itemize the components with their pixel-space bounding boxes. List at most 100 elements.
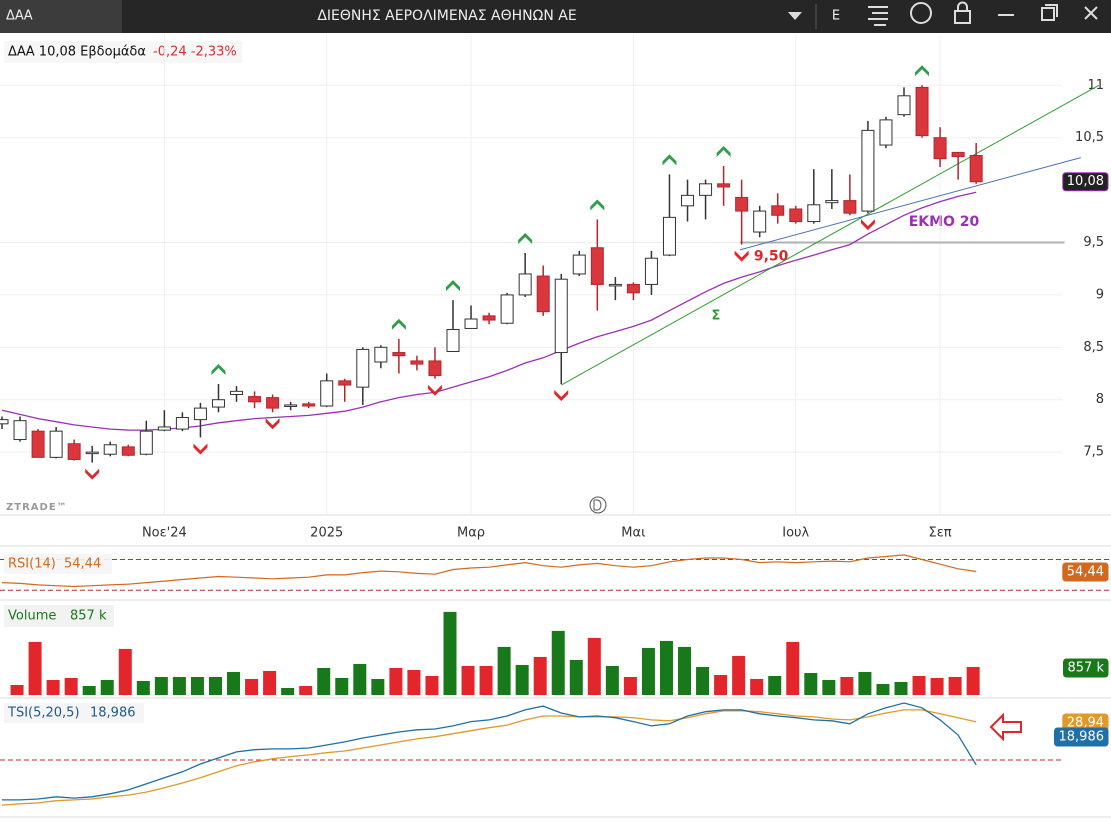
- sell-signal: [85, 468, 100, 480]
- close-icon[interactable]: [1084, 6, 1098, 20]
- rsi-value-box: [1062, 562, 1109, 582]
- dividend-glyph: [593, 499, 602, 511]
- y-tick-label: 9: [1096, 287, 1104, 302]
- volume-value-box-text: 857 k: [1068, 661, 1105, 676]
- volume-bar: [479, 665, 493, 695]
- volume-bar: [858, 671, 872, 695]
- title-bar: [0, 0, 1111, 33]
- buy-signal: [518, 232, 533, 244]
- candle-body: [446, 328, 460, 353]
- volume-bar: [605, 665, 619, 695]
- tsi-value-box: [1054, 727, 1109, 747]
- sell-signal: [734, 250, 749, 262]
- sell-signal: [193, 443, 208, 455]
- buy-signal: [716, 146, 731, 158]
- tab[interactable]: [0, 0, 122, 33]
- volume-bar: [497, 646, 511, 695]
- window-title: ΔΙΕΘΝΗΣ ΑΕΡΟΛΙΜΕΝΑΣ ΑΘΗΝΩΝ ΑΕ: [317, 8, 576, 24]
- volume-bar: [46, 679, 60, 695]
- tsi-value-box-text: 18,986: [1059, 730, 1105, 745]
- candle-body: [735, 196, 749, 212]
- indicator-header: [4, 605, 114, 627]
- dropdown-icon[interactable]: [788, 12, 802, 20]
- volume-bar: [208, 676, 222, 695]
- trendline: [739, 157, 1081, 251]
- volume-bar: [894, 681, 908, 695]
- candle-body: [320, 380, 334, 407]
- candle-body: [374, 346, 388, 363]
- candle-body: [266, 397, 280, 409]
- x-tick-label: Σεπ: [929, 526, 952, 541]
- volume-bar: [822, 679, 836, 695]
- volume-bar: [28, 641, 42, 695]
- volume-bar: [569, 659, 583, 695]
- indicator-value: 54,44: [64, 557, 101, 572]
- volume-bar: [371, 678, 385, 695]
- candle-body: [248, 396, 262, 403]
- volume-bar: [533, 656, 547, 695]
- indicator-value: 18,986: [90, 706, 136, 721]
- candle-body: [121, 446, 135, 456]
- volume-bar: [461, 665, 475, 695]
- volume-bar: [407, 669, 421, 695]
- volume-bar: [389, 667, 403, 695]
- tsi-line: [1, 709, 977, 806]
- volume-bar: [335, 677, 349, 695]
- volume-bar: [190, 676, 204, 695]
- indicator-title: RSI(14): [8, 557, 56, 572]
- candle-body: [211, 399, 225, 408]
- watermark: ZTRADE™: [6, 502, 68, 513]
- sell-signal: [265, 418, 280, 430]
- volume-bar: [317, 667, 331, 695]
- volume-value-box: [1063, 658, 1109, 678]
- candle-body: [428, 360, 442, 377]
- dividend-icon[interactable]: [589, 496, 607, 514]
- x-tick-label: Μαι: [621, 526, 645, 541]
- y-tick-label: 8: [1096, 392, 1104, 407]
- candle-body: [572, 254, 586, 275]
- lock-icon[interactable]: [954, 1, 971, 24]
- candle-body: [482, 315, 496, 321]
- quote-icon[interactable]: [910, 2, 932, 24]
- candle-body: [717, 183, 731, 188]
- candle-body: [31, 430, 45, 458]
- candle-body: [608, 283, 622, 287]
- candle-body: [897, 95, 911, 116]
- volume-bar: [425, 675, 439, 695]
- buy-signal: [915, 65, 930, 77]
- volume-bar: [64, 677, 78, 695]
- candle-body: [807, 204, 821, 223]
- candle-body: [681, 194, 695, 207]
- volume-bar: [281, 687, 295, 695]
- indicator-header: [4, 703, 144, 723]
- rsi-value-box-text: 54,44: [1067, 565, 1104, 580]
- candle-body: [103, 444, 117, 455]
- candle-body: [554, 278, 568, 354]
- candle-body: [626, 283, 640, 294]
- buy-signal: [590, 199, 605, 211]
- sell-signal: [554, 389, 569, 401]
- candle-body: [85, 451, 99, 455]
- volume-bar: [100, 679, 114, 695]
- menu-icon[interactable]: [868, 6, 888, 26]
- volume-bar: [948, 676, 962, 695]
- indicator-value: 857 k: [70, 609, 107, 624]
- sell-signal: [860, 219, 875, 231]
- restore-icon[interactable]: [1041, 4, 1058, 21]
- volume-bar: [227, 671, 241, 695]
- volume-bar: [768, 675, 782, 695]
- volume-bar: [154, 676, 168, 695]
- volume-bar: [353, 663, 367, 695]
- tab-label: ΔΑΑ: [6, 9, 33, 24]
- candle-body: [356, 348, 370, 388]
- volume-bar: [641, 647, 655, 695]
- rsi-line: [1, 554, 977, 588]
- indicator-title: Volume: [8, 609, 56, 624]
- volume-bar: [696, 666, 710, 695]
- candle-body: [951, 151, 965, 158]
- e-button[interactable]: E: [832, 9, 840, 24]
- volume-bar: [172, 676, 186, 695]
- buy-signal: [391, 318, 406, 330]
- candle-body: [699, 183, 713, 196]
